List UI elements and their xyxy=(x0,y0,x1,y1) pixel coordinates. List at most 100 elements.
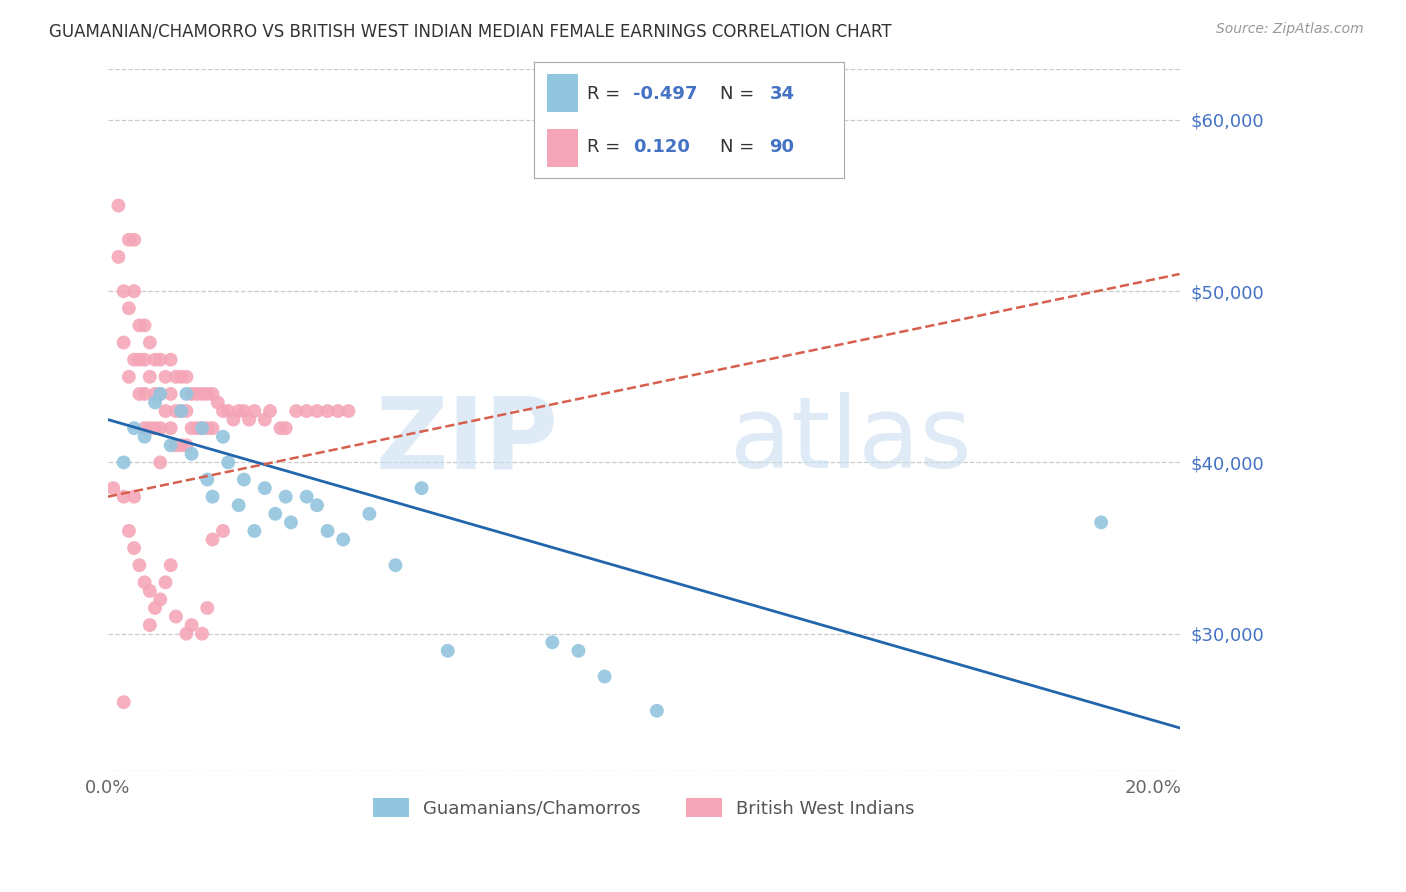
Point xyxy=(295,490,318,504)
Point xyxy=(180,387,202,401)
FancyBboxPatch shape xyxy=(547,128,578,167)
Point xyxy=(228,404,250,418)
Point xyxy=(176,438,198,452)
Point xyxy=(285,404,308,418)
Text: atlas: atlas xyxy=(730,392,972,489)
Point xyxy=(149,592,172,607)
Point xyxy=(264,507,287,521)
Point xyxy=(180,618,202,632)
Point xyxy=(118,233,141,247)
Point xyxy=(195,387,218,401)
Point xyxy=(253,412,276,426)
Point xyxy=(159,438,181,452)
Point xyxy=(134,421,156,435)
Point xyxy=(128,387,150,401)
Point xyxy=(243,404,266,418)
Point xyxy=(259,404,281,418)
Point xyxy=(232,473,254,487)
Point xyxy=(567,644,589,658)
Point xyxy=(222,412,245,426)
Point xyxy=(139,369,162,384)
Point xyxy=(122,352,145,367)
Point xyxy=(207,395,229,409)
Point xyxy=(118,369,141,384)
Point xyxy=(384,558,406,573)
Point xyxy=(134,387,156,401)
Point xyxy=(165,609,187,624)
Point xyxy=(128,558,150,573)
Point xyxy=(359,507,381,521)
Point xyxy=(195,601,218,615)
Point xyxy=(134,430,156,444)
Point xyxy=(253,481,276,495)
Point xyxy=(170,369,193,384)
Point xyxy=(332,533,354,547)
Point xyxy=(191,421,214,435)
Point xyxy=(191,387,214,401)
Point xyxy=(103,481,125,495)
Point xyxy=(191,421,214,435)
Point xyxy=(134,575,156,590)
Point xyxy=(149,387,172,401)
Point xyxy=(122,490,145,504)
Point xyxy=(180,421,202,435)
Point xyxy=(122,284,145,298)
Legend: Guamanians/Chamorros, British West Indians: Guamanians/Chamorros, British West India… xyxy=(366,791,922,825)
Text: ZIP: ZIP xyxy=(375,392,558,489)
Point xyxy=(269,421,291,435)
Point xyxy=(149,455,172,469)
Point xyxy=(155,369,177,384)
Point xyxy=(134,318,156,333)
Text: -0.497: -0.497 xyxy=(633,85,697,103)
Point xyxy=(159,387,181,401)
Point xyxy=(195,473,218,487)
Point xyxy=(274,490,297,504)
Point xyxy=(186,387,208,401)
Point xyxy=(217,455,239,469)
Point xyxy=(128,318,150,333)
Point xyxy=(139,421,162,435)
Point xyxy=(134,352,156,367)
Point xyxy=(274,421,297,435)
Point xyxy=(326,404,349,418)
Point xyxy=(238,412,260,426)
Text: R =: R = xyxy=(586,138,626,156)
Point xyxy=(139,335,162,350)
Point xyxy=(155,404,177,418)
Point xyxy=(176,387,198,401)
Point xyxy=(165,369,187,384)
Point xyxy=(155,575,177,590)
Point xyxy=(201,490,224,504)
Point xyxy=(143,387,166,401)
Point xyxy=(217,404,239,418)
Point xyxy=(118,524,141,538)
Point xyxy=(307,404,329,418)
Point xyxy=(170,404,193,418)
Point xyxy=(143,352,166,367)
Point xyxy=(337,404,360,418)
Text: 90: 90 xyxy=(769,138,794,156)
Point xyxy=(139,583,162,598)
Point xyxy=(149,352,172,367)
Point xyxy=(159,421,181,435)
Point xyxy=(212,430,235,444)
Point xyxy=(149,421,172,435)
Point xyxy=(436,644,458,658)
Text: Source: ZipAtlas.com: Source: ZipAtlas.com xyxy=(1216,22,1364,37)
Point xyxy=(143,395,166,409)
Point xyxy=(176,404,198,418)
Text: R =: R = xyxy=(586,85,626,103)
Point xyxy=(411,481,433,495)
Point xyxy=(176,626,198,640)
Point xyxy=(541,635,564,649)
Point xyxy=(212,524,235,538)
Point xyxy=(201,533,224,547)
Point xyxy=(593,669,616,683)
Text: 34: 34 xyxy=(769,85,794,103)
Point xyxy=(143,601,166,615)
Point xyxy=(159,352,181,367)
Point xyxy=(1090,516,1112,530)
Point xyxy=(165,438,187,452)
Point xyxy=(139,618,162,632)
Point xyxy=(228,498,250,512)
